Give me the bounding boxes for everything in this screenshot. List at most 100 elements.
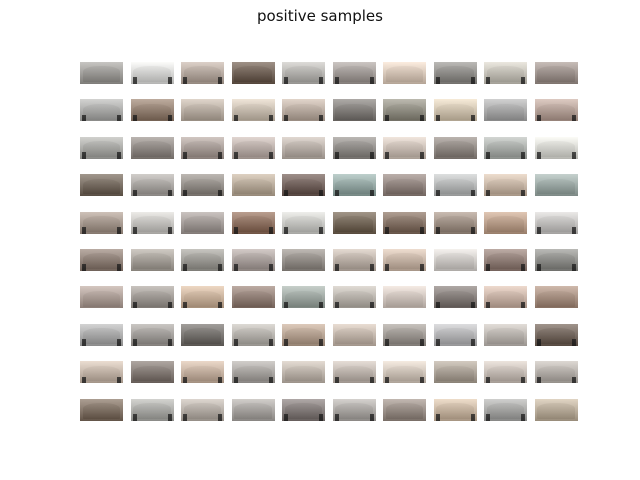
sample-thumbnail — [130, 398, 174, 421]
sample-thumbnail — [80, 248, 123, 271]
sample-thumbnail — [534, 248, 578, 271]
sample-thumbnail — [282, 398, 325, 421]
sample-thumbnail — [484, 398, 527, 421]
sample-thumbnail — [433, 99, 477, 122]
sample-thumbnail — [181, 99, 224, 122]
sample-thumbnail — [383, 398, 426, 421]
sample-thumbnail — [80, 211, 123, 234]
sample-thumbnail — [80, 361, 123, 384]
sample-thumbnail — [282, 99, 325, 122]
sample-thumbnail — [130, 361, 174, 384]
sample-thumbnail — [332, 174, 376, 197]
sample-thumbnail — [433, 211, 477, 234]
sample-thumbnail — [130, 248, 174, 271]
sample-thumbnail — [181, 211, 224, 234]
sample-thumbnail — [130, 174, 174, 197]
sample-thumbnail — [130, 62, 174, 84]
sample-thumbnail — [534, 99, 578, 122]
sample-thumbnail — [130, 323, 174, 346]
sample-thumbnail — [534, 62, 578, 84]
sample-thumbnail — [181, 361, 224, 384]
sample-thumbnail — [383, 361, 426, 384]
sample-thumbnail — [332, 136, 376, 159]
sample-thumbnail — [231, 323, 275, 346]
sample-thumbnail — [484, 62, 527, 84]
sample-thumbnail — [534, 286, 578, 309]
sample-thumbnail — [332, 248, 376, 271]
figure-title: positive samples — [257, 7, 383, 25]
sample-thumbnail — [433, 174, 477, 197]
sample-thumbnail — [383, 174, 426, 197]
sample-thumbnail — [282, 211, 325, 234]
sample-thumbnail — [484, 174, 527, 197]
sample-thumbnail — [484, 211, 527, 234]
sample-thumbnail — [383, 99, 426, 122]
sample-thumbnail — [181, 174, 224, 197]
sample-thumbnail — [534, 174, 578, 197]
sample-thumbnail — [484, 248, 527, 271]
sample-thumbnail — [130, 99, 174, 122]
sample-thumbnail — [181, 398, 224, 421]
sample-thumbnail — [231, 99, 275, 122]
sample-thumbnail — [484, 99, 527, 122]
sample-thumbnail — [282, 136, 325, 159]
sample-thumbnail — [282, 323, 325, 346]
sample-thumbnail — [484, 136, 527, 159]
sample-thumbnail — [534, 361, 578, 384]
sample-thumbnail — [282, 286, 325, 309]
sample-thumbnail — [433, 323, 477, 346]
sample-thumbnail — [130, 286, 174, 309]
sample-thumbnail — [181, 248, 224, 271]
sample-thumbnail — [534, 211, 578, 234]
sample-thumbnail — [130, 211, 174, 234]
sample-thumbnail — [332, 398, 376, 421]
sample-thumbnail — [332, 361, 376, 384]
sample-thumbnail — [231, 248, 275, 271]
sample-thumbnail — [534, 323, 578, 346]
sample-thumbnail — [231, 361, 275, 384]
sample-thumbnail — [181, 286, 224, 309]
sample-thumbnail — [332, 323, 376, 346]
sample-thumbnail — [231, 136, 275, 159]
sample-thumbnail — [433, 136, 477, 159]
sample-thumbnail — [383, 62, 426, 84]
sample-thumbnail — [231, 286, 275, 309]
sample-thumbnail — [484, 286, 527, 309]
sample-thumbnail — [332, 211, 376, 234]
sample-thumbnail — [80, 136, 123, 159]
sample-thumbnail — [181, 136, 224, 159]
sample-thumbnail — [80, 398, 123, 421]
sample-thumbnail — [433, 248, 477, 271]
sample-thumbnail — [282, 248, 325, 271]
sample-thumbnail — [383, 323, 426, 346]
sample-thumbnail — [433, 286, 477, 309]
sample-thumbnail — [181, 62, 224, 84]
sample-thumbnail — [231, 62, 275, 84]
sample-thumbnail — [332, 286, 376, 309]
sample-thumbnail — [130, 136, 174, 159]
sample-thumbnail — [332, 99, 376, 122]
sample-thumbnail — [534, 398, 578, 421]
sample-thumbnail — [433, 398, 477, 421]
sample-thumbnail — [383, 286, 426, 309]
sample-thumbnail — [282, 174, 325, 197]
sample-thumbnail — [80, 99, 123, 122]
sample-thumbnail — [484, 361, 527, 384]
sample-thumbnail — [332, 62, 376, 84]
sample-thumbnail — [80, 174, 123, 197]
sample-thumbnail — [433, 361, 477, 384]
sample-thumbnail — [383, 211, 426, 234]
sample-image-grid — [80, 62, 578, 421]
sample-thumbnail — [231, 398, 275, 421]
sample-thumbnail — [181, 323, 224, 346]
sample-thumbnail — [231, 174, 275, 197]
sample-thumbnail — [383, 136, 426, 159]
sample-thumbnail — [433, 62, 477, 84]
sample-thumbnail — [80, 286, 123, 309]
sample-thumbnail — [231, 211, 275, 234]
sample-thumbnail — [534, 136, 578, 159]
sample-thumbnail — [80, 62, 123, 84]
sample-thumbnail — [80, 323, 123, 346]
sample-thumbnail — [282, 361, 325, 384]
sample-thumbnail — [484, 323, 527, 346]
